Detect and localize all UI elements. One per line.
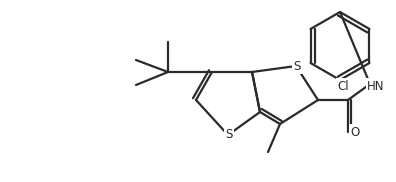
Text: S: S	[293, 60, 301, 72]
Text: HN: HN	[367, 80, 385, 92]
Text: O: O	[350, 126, 360, 139]
Text: Cl: Cl	[337, 80, 349, 92]
Text: S: S	[225, 128, 233, 141]
